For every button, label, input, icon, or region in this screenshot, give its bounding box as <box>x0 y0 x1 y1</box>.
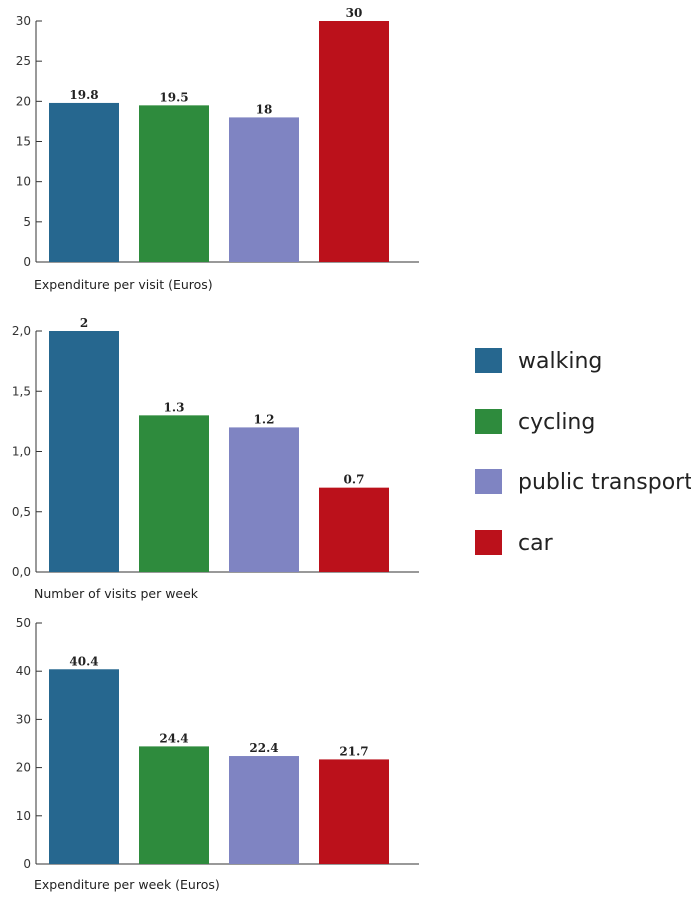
data-label: 2 <box>80 316 88 330</box>
x-axis-label: Expenditure per visit (Euros) <box>34 277 213 292</box>
legend-swatch <box>475 348 502 373</box>
bar-walking <box>49 669 119 864</box>
y-tick-label: 10 <box>16 809 31 823</box>
data-label: 1.2 <box>254 412 275 426</box>
bar-car <box>319 488 389 572</box>
y-tick-label: 30 <box>16 712 31 726</box>
y-tick-label: 0 <box>23 857 31 871</box>
bar-public-transport <box>229 117 299 262</box>
y-tick-label: 1,0 <box>12 445 31 459</box>
x-axis-label: Expenditure per week (Euros) <box>34 877 220 892</box>
legend-swatch <box>475 409 502 434</box>
y-tick-label: 2,0 <box>12 324 31 338</box>
legend-label: public transport <box>518 470 691 495</box>
y-tick-label: 0 <box>23 255 31 269</box>
bar-walking <box>49 103 119 262</box>
y-tick-label: 20 <box>16 94 31 108</box>
bar-cycling <box>139 746 209 864</box>
bar-car <box>319 21 389 262</box>
legend-label: car <box>518 531 554 556</box>
y-tick-label: 40 <box>16 664 31 678</box>
data-label: 19.8 <box>69 88 98 102</box>
data-label: 18 <box>256 102 273 116</box>
y-tick-label: 30 <box>16 14 31 28</box>
data-label: 21.7 <box>339 744 368 758</box>
y-tick-label: 50 <box>16 616 31 630</box>
data-label: 30 <box>346 6 363 20</box>
y-tick-label: 20 <box>16 761 31 775</box>
y-tick-label: 10 <box>16 175 31 189</box>
data-label: 0.7 <box>344 473 365 487</box>
legend-label: cycling <box>518 410 595 435</box>
y-tick-label: 1,5 <box>12 384 31 398</box>
bar-public-transport <box>229 427 299 572</box>
legend-swatch <box>475 469 502 494</box>
y-tick-label: 25 <box>16 54 31 68</box>
legend-label: walking <box>518 349 602 374</box>
data-label: 22.4 <box>249 741 278 755</box>
bar-cycling <box>139 105 209 262</box>
y-tick-label: 0,0 <box>12 565 31 579</box>
x-axis-label: Number of visits per week <box>34 586 199 601</box>
y-tick-label: 5 <box>23 215 31 229</box>
bar-car <box>319 759 389 864</box>
bar-cycling <box>139 415 209 572</box>
data-label: 40.4 <box>69 654 98 668</box>
legend-swatch <box>475 530 502 555</box>
data-label: 1.3 <box>164 400 185 414</box>
y-tick-label: 15 <box>16 135 31 149</box>
data-label: 24.4 <box>159 731 188 745</box>
bar-public-transport <box>229 756 299 864</box>
data-label: 19.5 <box>159 90 188 104</box>
y-tick-label: 0,5 <box>12 505 31 519</box>
bar-walking <box>49 331 119 572</box>
